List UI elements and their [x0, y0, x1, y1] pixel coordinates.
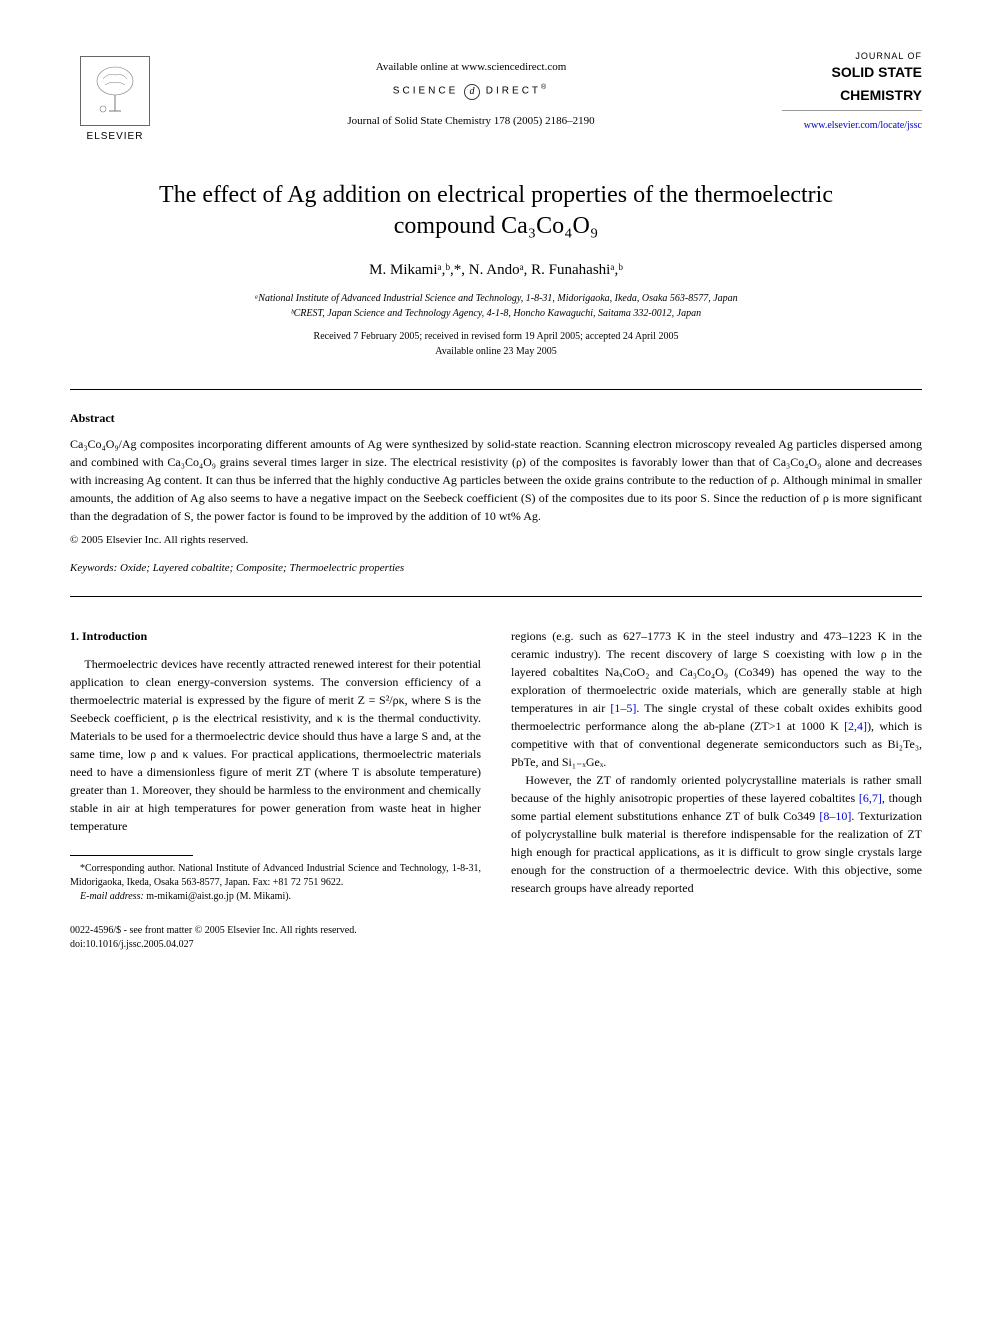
email-address[interactable]: m-mikami@aist.go.jp (M. Mikami).	[146, 891, 291, 902]
journal-rule	[782, 110, 922, 111]
email-footnote: E-mail address: m-mikami@aist.go.jp (M. …	[70, 890, 481, 904]
journal-name-line2: CHEMISTRY	[782, 86, 922, 106]
affiliation-a: ᵃNational Institute of Advanced Industri…	[70, 291, 922, 306]
mid-rule	[70, 596, 922, 597]
affiliations: ᵃNational Institute of Advanced Industri…	[70, 291, 922, 321]
page-footer: 0022-4596/$ - see front matter © 2005 El…	[70, 924, 922, 952]
abstract-copyright: © 2005 Elsevier Inc. All rights reserved…	[70, 533, 922, 548]
journal-url[interactable]: www.elsevier.com/locate/jssc	[782, 119, 922, 133]
doi-line: doi:10.1016/j.jssc.2005.04.027	[70, 938, 922, 952]
ref-link-6-7[interactable]: [6,7]	[859, 791, 882, 805]
article-dates: Received 7 February 2005; received in re…	[70, 329, 922, 359]
corresponding-author-footnote: *Corresponding author. National Institut…	[70, 862, 481, 890]
journal-reference: Journal of Solid State Chemistry 178 (20…	[160, 114, 782, 129]
email-label: E-mail address:	[80, 891, 144, 902]
article-title: The effect of Ag addition on electrical …	[110, 180, 882, 242]
elsevier-tree-icon	[80, 56, 150, 126]
publisher-name: ELSEVIER	[87, 130, 144, 144]
journal-of-label: JOURNAL OF	[782, 50, 922, 63]
intro-para-1-left: Thermoelectric devices have recently att…	[70, 655, 481, 835]
top-rule	[70, 389, 922, 390]
body-columns: 1. Introduction Thermoelectric devices h…	[70, 627, 922, 904]
ref-link-2-4[interactable]: [2,4]	[844, 719, 867, 733]
abstract-heading: Abstract	[70, 410, 922, 427]
keywords-line: Keywords: Oxide; Layered cobaltite; Comp…	[70, 561, 922, 576]
page-header: ELSEVIER Available online at www.science…	[70, 50, 922, 150]
left-column: 1. Introduction Thermoelectric devices h…	[70, 627, 481, 904]
abstract-text: Ca₃Co₄O₉/Ag composites incorporating dif…	[70, 435, 922, 525]
affiliation-b: ᵇCREST, Japan Science and Technology Age…	[70, 306, 922, 321]
center-header: Available online at www.sciencedirect.co…	[160, 50, 782, 129]
issn-line: 0022-4596/$ - see front matter © 2005 El…	[70, 924, 922, 938]
keywords-label: Keywords:	[70, 562, 117, 574]
right-column: regions (e.g. such as 627–1773 K in the …	[511, 627, 922, 904]
intro-para-2-right: However, the ZT of randomly oriented pol…	[511, 771, 922, 897]
journal-logo-block: JOURNAL OF SOLID STATE CHEMISTRY www.els…	[782, 50, 922, 133]
publisher-logo: ELSEVIER	[70, 50, 160, 150]
footnote-rule	[70, 855, 193, 856]
science-direct-logo: SCIENCE d DIRECT®	[160, 83, 782, 99]
ref-link-1-5[interactable]: [1–5]	[610, 701, 636, 715]
intro-para-1-right: regions (e.g. such as 627–1773 K in the …	[511, 627, 922, 771]
online-date: Available online 23 May 2005	[70, 344, 922, 359]
abstract-body: Ca₃Co₄O₉/Ag composites incorporating dif…	[70, 437, 922, 523]
journal-name-line1: SOLID STATE	[782, 63, 922, 83]
author-list: M. Mikamiᵃ,ᵇ,*, N. Andoᵃ, R. Funahashiᵃ,…	[70, 260, 922, 281]
ref-link-8-10[interactable]: [8–10]	[819, 809, 851, 823]
received-date: Received 7 February 2005; received in re…	[70, 329, 922, 344]
section-1-heading: 1. Introduction	[70, 627, 481, 645]
available-online-text: Available online at www.sciencedirect.co…	[160, 60, 782, 75]
keywords-text: Oxide; Layered cobaltite; Composite; The…	[120, 562, 404, 574]
